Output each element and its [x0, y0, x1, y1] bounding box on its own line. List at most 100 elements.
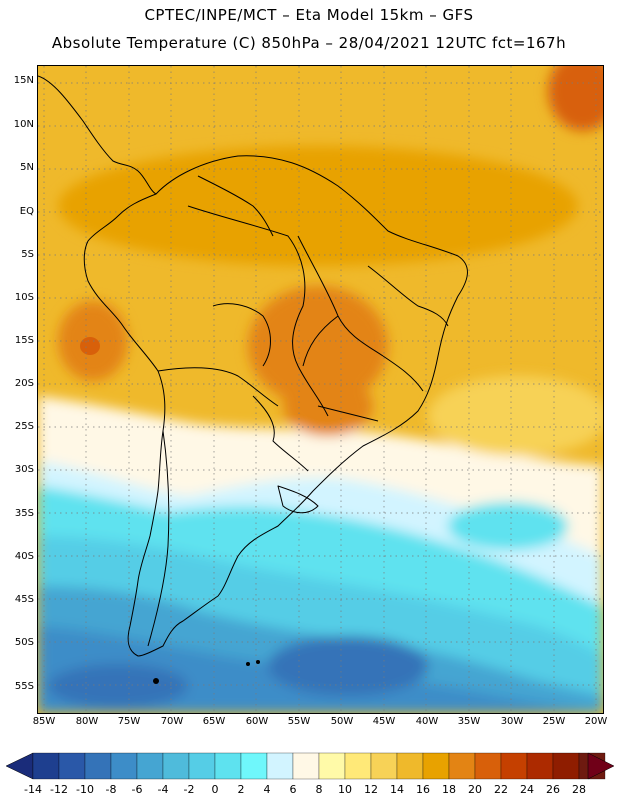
colorbar-label: 22 [494, 783, 508, 796]
colorbar-label: -6 [131, 783, 143, 796]
colorbar-swatch-1 [58, 752, 86, 780]
lon-label-35w: 35W [457, 716, 481, 727]
colorbar-swatch-16 [448, 752, 476, 780]
colorbar-label: -8 [105, 783, 117, 796]
lon-label-65w: 65W [202, 716, 226, 727]
lat-label-15n: 15N [13, 75, 34, 86]
colorbar [5, 752, 615, 780]
colorbar-label: -2 [183, 783, 195, 796]
colorbar-swatch-18 [500, 752, 528, 780]
island-tierra-del-fuego [153, 678, 159, 684]
border-argentina-chile [147, 430, 170, 647]
chart-title: CPTEC/INPE/MCT – Eta Model 15km – GFS [144, 6, 474, 24]
colorbar-swatch-15 [422, 752, 450, 780]
colorbar-swatch-2 [84, 752, 112, 780]
lon-label-80w: 80W [75, 716, 99, 727]
island-falklands-2 [256, 660, 260, 664]
colorbar-swatch-4 [136, 752, 164, 780]
border-brazil-states-3 [382, 355, 424, 392]
lat-label-10n: 10N [13, 119, 34, 130]
field-warm-core-south-brazil [283, 376, 373, 436]
lat-label-5s: 5S [21, 249, 34, 260]
lon-label-45w: 45W [372, 716, 396, 727]
colorbar-swatch-12 [344, 752, 372, 780]
lon-label-50w: 50W [330, 716, 354, 727]
colorbar-swatch-5 [162, 752, 190, 780]
lon-label-25w: 25W [542, 716, 566, 727]
lon-label-20w: 20W [584, 716, 608, 727]
colorbar-swatch-3 [110, 752, 138, 780]
colorbar-label: 2 [237, 783, 245, 796]
border-brazil-states-5 [317, 405, 379, 422]
colorbar-swatch-20 [552, 752, 580, 780]
coastline-central-america [38, 75, 157, 195]
field-hot-spot [80, 337, 100, 355]
lat-label-eq: EQ [19, 206, 34, 217]
colorbar-label: -14 [24, 783, 42, 796]
colorbar-swatch-9 [266, 752, 294, 780]
field-warm-core-northeast [548, 66, 603, 131]
field-cold-patch-1 [268, 636, 428, 696]
lon-label-75w: 75W [117, 716, 141, 727]
lat-label-5n: 5N [20, 162, 34, 173]
field-cold-patch-3 [448, 502, 568, 550]
border-brazil-states-1 [297, 235, 384, 357]
border-bolivia [212, 303, 271, 367]
colorbar-label: 10 [338, 783, 352, 796]
colorbar-swatch-6 [188, 752, 216, 780]
colorbar-label: -10 [76, 783, 94, 796]
field-warm-core-central-brazil [248, 286, 388, 406]
colorbar-swatch-0 [32, 752, 60, 780]
lat-label-45s: 45S [14, 594, 34, 605]
border-brazil-states-2 [302, 315, 339, 367]
colorbar-swatch-14 [396, 752, 424, 780]
colorbar-label: 20 [468, 783, 482, 796]
border-brazil-states-4 [367, 265, 449, 327]
lon-label-30w: 30W [500, 716, 524, 727]
lat-label-25s: 25S [14, 421, 34, 432]
colorbar-swatch-13 [370, 752, 398, 780]
colorbar-label: 0 [211, 783, 219, 796]
colorbar-label: -12 [50, 783, 68, 796]
colorbar-swatch-8 [240, 752, 268, 780]
lat-label-30s: 30S [14, 464, 34, 475]
lat-label-40s: 40S [14, 551, 34, 562]
temperature-map [37, 65, 604, 714]
colorbar-label: 6 [289, 783, 297, 796]
lon-label-85w: 85W [32, 716, 56, 727]
border-paraguay [252, 395, 309, 472]
lon-label-60w: 60W [245, 716, 269, 727]
colorbar-label: 14 [390, 783, 404, 796]
lat-label-50s: 50S [14, 637, 34, 648]
border-andes [157, 367, 279, 407]
colorbar-label: 28 [572, 783, 586, 796]
lon-label-55w: 55W [287, 716, 311, 727]
colorbar-label: 8 [315, 783, 323, 796]
island-falklands-1 [246, 662, 250, 666]
field-warm-belt [58, 146, 578, 266]
lat-label-15s: 15S [14, 335, 34, 346]
colorbar-label: 16 [416, 783, 430, 796]
colorbar-label: 26 [546, 783, 560, 796]
lon-label-70w: 70W [160, 716, 184, 727]
colorbar-swatch-7 [214, 752, 242, 780]
colorbar-label: 18 [442, 783, 456, 796]
colorbar-label: 4 [263, 783, 271, 796]
lon-label-40w: 40W [415, 716, 439, 727]
colorbar-label: 12 [364, 783, 378, 796]
border-brazil [187, 205, 329, 417]
lat-label-35s: 35S [14, 508, 34, 519]
lat-label-10s: 10S [14, 292, 34, 303]
colorbar-swatch-17 [474, 752, 502, 780]
colorbar-label: -4 [157, 783, 169, 796]
colorbar-swatch-11 [318, 752, 346, 780]
field-cold-patch-2 [48, 664, 188, 708]
colorbar-left-arrow [5, 752, 34, 780]
lat-label-20s: 20S [14, 378, 34, 389]
border-uruguay [277, 485, 319, 514]
colorbar-label: 24 [520, 783, 534, 796]
chart-subtitle: Absolute Temperature (C) 850hPa – 28/04/… [51, 34, 567, 52]
lat-label-55s: 55S [14, 681, 34, 692]
colorbar-swatch-10 [292, 752, 320, 780]
coastline-south-america [83, 155, 468, 657]
